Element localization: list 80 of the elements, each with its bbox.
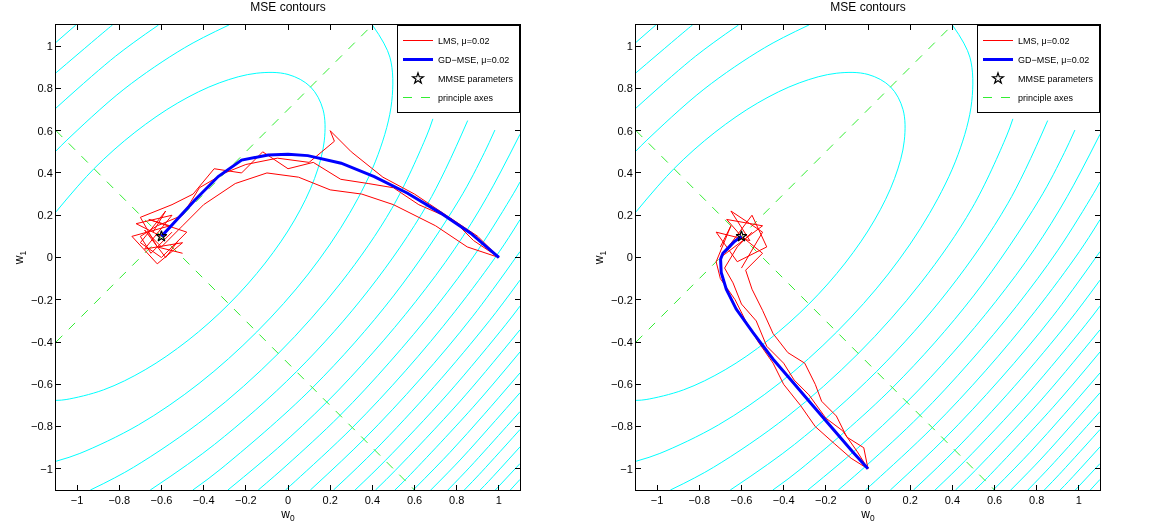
y-tick-label: 0.6	[37, 124, 53, 137]
line-series	[807, 133, 1100, 490]
line-series	[227, 133, 520, 490]
legend-label: LMS, μ=0.02	[1018, 36, 1070, 47]
y-tick-label: −0.6	[31, 378, 53, 391]
y-tick-label: 1	[626, 39, 633, 52]
line-series	[974, 351, 1100, 490]
x-tick-label: 1	[495, 494, 502, 507]
x-axis-title: w$_{0}$	[280, 507, 295, 523]
y-tick-label: −0.4	[31, 335, 53, 348]
line-series	[636, 71, 906, 401]
line-series	[284, 219, 520, 490]
y-tick-label: 0	[46, 251, 53, 264]
y-tick-label: −0.2	[31, 293, 53, 306]
legend-label: LMS, μ=0.02	[438, 36, 490, 47]
legend-label: principle axes	[1018, 93, 1074, 104]
y-tick-label: 0.8	[37, 82, 53, 95]
line-series	[992, 372, 1100, 490]
x-tick-label: −1	[650, 494, 664, 507]
x-tick-label: 0.6	[986, 494, 1003, 507]
line-series	[412, 372, 520, 490]
x-tick-label: 0.4	[944, 494, 961, 507]
legend-label: GD−MSE, μ=0.02	[1018, 55, 1090, 66]
line-series	[837, 181, 1100, 490]
legend-label: principle axes	[438, 93, 494, 104]
line-series	[447, 411, 520, 490]
x-tick-label: −1	[70, 494, 84, 507]
x-tick-label: 0.2	[322, 494, 338, 507]
line-series	[394, 351, 520, 490]
x-tick-label: −0.4	[772, 494, 795, 507]
y-tick-label: 1	[46, 39, 53, 52]
x-tick-label: −0.2	[234, 494, 257, 507]
line-series	[56, 71, 326, 401]
line-series	[934, 305, 1100, 490]
line-series	[430, 392, 520, 490]
y-tick-label: −1	[620, 462, 633, 475]
y-tick-label: 0	[626, 251, 633, 264]
x-tick-label: 0.4	[364, 494, 381, 507]
y-tick-label: 0.4	[37, 166, 53, 179]
line-series	[375, 329, 520, 490]
y-tick-label: 0.4	[617, 166, 633, 179]
x-tick-label: −0.6	[730, 494, 753, 507]
x-tick-label: −0.4	[192, 494, 215, 507]
x-tick-label: 1	[1075, 494, 1082, 507]
line-series	[354, 305, 520, 490]
x-tick-label: 0.6	[406, 494, 423, 507]
line-series	[864, 219, 1100, 490]
line-series	[1010, 392, 1100, 490]
x-axis-title: w$_{0}$	[860, 507, 875, 523]
line-series	[1027, 411, 1100, 490]
line-series	[913, 279, 1100, 490]
x-tick-label: 0.8	[1029, 494, 1045, 507]
x-tick-label: 0.2	[902, 494, 918, 507]
legend-label: GD−MSE, μ=0.02	[438, 55, 510, 66]
y-tick-label: 0.8	[617, 82, 633, 95]
line-series	[333, 279, 520, 490]
line-series	[309, 251, 520, 490]
x-tick-label: 0.8	[449, 494, 465, 507]
x-tick-label: −0.8	[688, 494, 711, 507]
y-tick-label: −0.6	[611, 378, 633, 391]
legend-label: MMSE parameters	[1018, 74, 1094, 85]
x-tick-label: 0	[864, 494, 872, 507]
chart-title: MSE contours	[830, 0, 906, 15]
x-tick-label: −0.8	[108, 494, 131, 507]
y-tick-label: −0.4	[611, 335, 633, 348]
y-tick-label: 0.6	[617, 124, 633, 137]
x-tick-label: −0.2	[814, 494, 837, 507]
y-tick-label: −1	[40, 462, 53, 475]
line-series	[889, 251, 1100, 490]
y-tick-label: −0.8	[31, 420, 53, 433]
y-tick-label: 0.2	[617, 209, 633, 222]
y-tick-label: −0.8	[611, 420, 633, 433]
y-tick-label: −0.2	[611, 293, 633, 306]
line-series	[257, 181, 520, 490]
x-tick-label: 0	[284, 494, 292, 507]
line-series	[955, 329, 1100, 490]
chart-title: MSE contours	[250, 0, 326, 15]
x-tick-label: −0.6	[150, 494, 173, 507]
y-tick-label: 0.2	[37, 209, 53, 222]
legend-label: MMSE parameters	[438, 74, 514, 85]
